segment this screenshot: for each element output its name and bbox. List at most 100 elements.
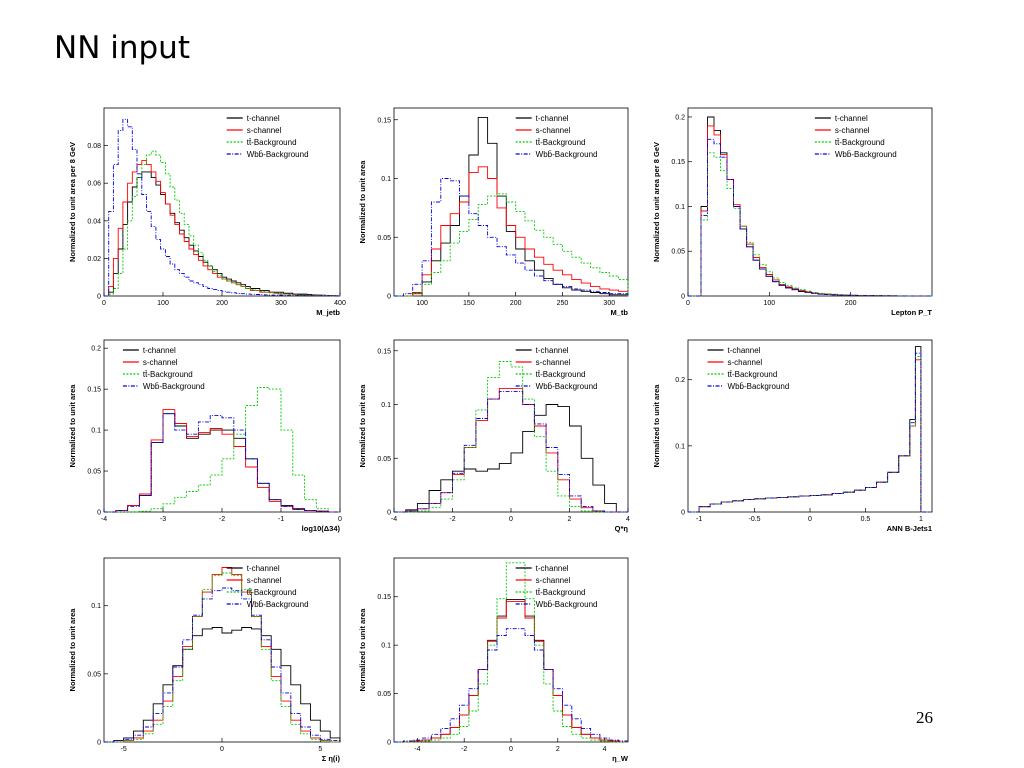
legend-label: t-channel: [536, 346, 569, 355]
series-line-4: [104, 413, 340, 513]
plot-frame: [393, 557, 629, 743]
legend-label: s-channel: [536, 126, 571, 135]
series-line-3: [104, 150, 341, 297]
legend-label: tt̄-Background: [536, 138, 586, 147]
legend-label: Wbb̄-Background: [536, 382, 598, 391]
series-line-1: [394, 116, 629, 297]
series-line-2: [394, 166, 629, 297]
y-tick-label: 0: [97, 510, 101, 517]
series-line-3: [394, 193, 629, 297]
series-line-3: [394, 361, 628, 513]
legend-label: Wbb̄-Background: [247, 150, 309, 159]
x-tick-label: 0: [509, 516, 513, 523]
x-tick-label: -4: [391, 516, 397, 523]
legend-label: Wbb̄-Background: [728, 382, 790, 391]
series-line-4: [688, 352, 932, 513]
x-tick-label: 0: [102, 300, 106, 307]
histogram-panel-mjetb: 0 0.02 0.04 0.06 0.08 0 100 200 300 400 Normalized…: [66, 102, 348, 318]
x-tick-label: 250: [557, 300, 569, 307]
x-tick-label: 100: [416, 300, 428, 307]
plot-frame: [687, 107, 933, 297]
legend-label: tt̄-Background: [536, 370, 586, 379]
y-tick-label: 0.1: [91, 603, 101, 610]
legend-label: tt̄-Background: [143, 370, 193, 379]
legend-label: s-channel: [143, 358, 178, 367]
legend-label: t-channel: [536, 114, 569, 123]
y-tick-label: 0.1: [91, 428, 101, 435]
legend-label: tt̄-Background: [835, 138, 885, 147]
plot-frame: [103, 557, 341, 743]
series-line-3: [104, 572, 340, 743]
x-axis-title: Σ η(i): [322, 754, 341, 763]
x-tick-label: -1: [278, 516, 284, 523]
y-tick-label: 0.05: [671, 249, 685, 256]
x-tick-label: 0.5: [861, 516, 871, 523]
legend-label: t-channel: [536, 564, 569, 573]
x-tick-label: 2: [568, 516, 572, 523]
series-line-2: [394, 601, 628, 743]
y-tick-label: 0.08: [87, 143, 101, 150]
y-tick-label: 0.2: [675, 377, 685, 384]
x-tick-label: 4: [626, 516, 630, 523]
y-tick-label: 0.15: [671, 159, 685, 166]
y-axis-title: Normalized to unit area: [358, 160, 367, 244]
legend-label: Wbb̄-Background: [536, 600, 598, 609]
x-axis-title: η_W: [612, 754, 629, 763]
y-tick-label: 0.05: [87, 469, 101, 476]
y-tick-label: 0.15: [377, 594, 391, 601]
legend-label: s-channel: [247, 576, 282, 585]
y-axis-title: Normalized to unit area: [652, 384, 661, 468]
y-axis-title: Normalized to unit area: [358, 384, 367, 468]
histogram-panel-sum-eta: 0 0.05 0.1 -5 0 5 Normalized to unit area Σ η(i…: [66, 552, 348, 764]
y-tick-label: 0.15: [377, 348, 391, 355]
x-axis-title: log10(Δ34): [302, 524, 341, 533]
y-tick-label: 0: [97, 740, 101, 747]
y-tick-label: 0.1: [381, 643, 391, 650]
legend-label: tt̄-Background: [728, 370, 778, 379]
histogram-panel-ann-bjets1: 0 0.1 0.2 -1 -0.5 0 0.5 1 Normalized to unit are…: [650, 334, 940, 534]
x-tick-label: 0: [220, 746, 224, 753]
legend-label: t-channel: [247, 564, 280, 573]
series-line-4: [688, 138, 932, 297]
histogram-panel-mtb: 0 0.05 0.1 0.15 100 150 200 250 300 Normalized to…: [356, 102, 636, 318]
legend-label: s-channel: [247, 126, 282, 135]
y-tick-label: 0: [387, 510, 391, 517]
legend-label: t-channel: [247, 114, 280, 123]
legend-label: Wbb̄-Background: [143, 382, 205, 391]
x-tick-label: 5: [318, 746, 322, 753]
series-line-2: [104, 567, 340, 743]
series-line-1: [394, 599, 628, 743]
x-tick-label: -4: [414, 746, 420, 753]
x-tick-label: -3: [160, 516, 166, 523]
y-tick-label: 0.2: [91, 346, 101, 353]
legend-label: tt̄-Background: [247, 588, 297, 597]
y-tick-label: 0.04: [87, 218, 101, 225]
x-axis-title: Q*η: [615, 524, 629, 533]
legend-label: t-channel: [728, 346, 761, 355]
series-line-2: [688, 359, 932, 513]
legend-label: Wbb̄-Background: [835, 150, 897, 159]
plot-frame: [393, 107, 629, 297]
x-tick-label: 200: [845, 300, 857, 307]
x-tick-label: 2: [556, 746, 560, 753]
series-line-4: [104, 118, 340, 297]
series-line-3: [394, 562, 628, 743]
legend-label: s-channel: [728, 358, 763, 367]
y-axis-title: Normalized to unit area per 8 GeV: [68, 142, 77, 262]
histogram-panel-log-delta34: 0 0.05 0.1 0.15 0.2 -4 -3 -2 -1 0 Normalized to un…: [66, 334, 348, 534]
histogram-panel-q-eta: 0 0.05 0.1 0.15 -4 -2 0 2 4 Normalized to unit ar…: [356, 334, 636, 534]
x-tick-label: 4: [603, 746, 607, 753]
series-line-1: [104, 627, 341, 743]
y-tick-label: 0.2: [675, 114, 685, 121]
y-tick-label: 0: [387, 294, 391, 301]
y-axis-title: Normalized to unit area per 8 GeV: [652, 142, 661, 262]
legend-label: s-channel: [536, 576, 571, 585]
x-tick-label: -2: [461, 746, 467, 753]
y-tick-label: 0.15: [377, 117, 391, 124]
series-line-4: [394, 178, 629, 297]
x-axis-title: ANN B-Jets1: [887, 524, 932, 533]
x-tick-label: 0: [338, 516, 342, 523]
x-tick-label: 200: [510, 300, 522, 307]
y-tick-label: 0.05: [377, 456, 391, 463]
legend-label: s-channel: [835, 126, 870, 135]
